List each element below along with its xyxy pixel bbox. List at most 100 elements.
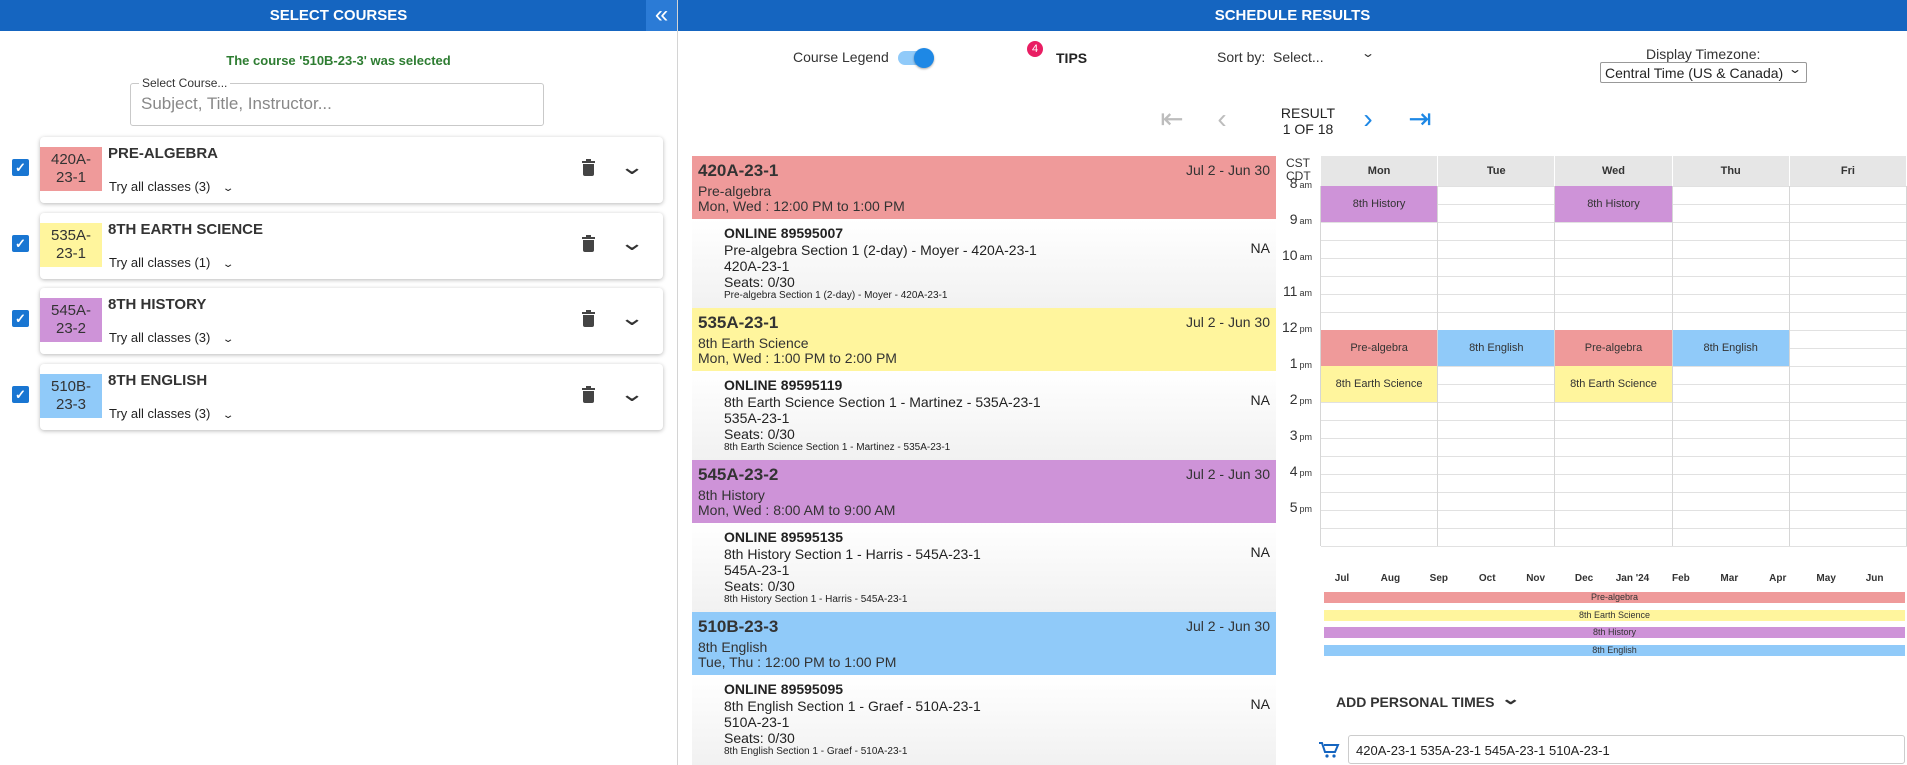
trash-icon[interactable] <box>582 310 595 327</box>
tips-count-badge: 4 <box>1027 41 1043 57</box>
try-classes-select[interactable]: Try all classes (1) ⌄ <box>109 255 235 270</box>
try-classes-select[interactable]: Try all classes (3) ⌄ <box>109 406 235 421</box>
schedule-date-range: Jul 2 - Jun 30 <box>1185 162 1270 178</box>
expand-chevron-icon[interactable]: ⌄ <box>619 305 645 330</box>
hour-number: 1 <box>1289 355 1298 371</box>
hour-number: 9 <box>1289 211 1298 227</box>
section-description: 8th Earth Science Section 1 - Martinez -… <box>724 394 1041 410</box>
schedule-course-code: 420A-23-1 <box>698 161 779 180</box>
timeline-month: Oct <box>1478 573 1496 584</box>
course-legend-toggle[interactable] <box>898 48 934 68</box>
course-card: ✓ 535A- 23-1 8TH EARTH SCIENCE Try all cl… <box>12 213 663 279</box>
try-classes-select[interactable]: Try all classes (3) ⌄ <box>109 330 235 345</box>
calendar-day-divider <box>1437 186 1439 546</box>
sort-by-select[interactable]: Select... ⌄ <box>1273 46 1379 65</box>
tips-button[interactable]: TIPS <box>1056 50 1088 66</box>
expand-chevron-icon[interactable]: ⌄ <box>619 154 645 179</box>
hour-number: 5 <box>1289 499 1298 515</box>
course-code-line2: 23-2 <box>55 320 87 337</box>
timezone-label: Display Timezone: <box>1646 46 1761 62</box>
hour-ampm: pm <box>1299 360 1312 370</box>
result-indicator: RESULT 1 OF 18 <box>1278 105 1338 137</box>
last-page-icon[interactable]: ⇥ <box>1408 103 1432 134</box>
course-code-line1: 510B- <box>50 378 92 395</box>
section-seats: Seats: 0/30 <box>724 274 795 290</box>
course-checkbox[interactable]: ✓ <box>12 310 29 327</box>
timeline-month: Jun <box>1865 573 1884 584</box>
try-classes-select[interactable]: Try all classes (3) ⌄ <box>109 179 235 194</box>
course-card: ✓ 545A- 23-2 8TH HISTORY Try all classes … <box>12 288 663 354</box>
section-small-note: 8th Earth Science Section 1 - Martinez -… <box>724 442 951 453</box>
section-seats: Seats: 0/30 <box>724 426 795 442</box>
calendar-day-header: Tue <box>1438 156 1555 186</box>
timezone-select[interactable]: Central Time (US & Canada) ⌄ <box>1600 62 1807 83</box>
timeline-month: Mar <box>1720 573 1739 584</box>
course-checkbox[interactable]: ✓ <box>12 235 29 252</box>
hour-number: 2 <box>1289 391 1298 407</box>
chevron-down-icon: ⌄ <box>1787 62 1803 76</box>
calendar-gridline <box>1321 420 1907 421</box>
timeline-month: Feb <box>1672 573 1690 584</box>
section-seats: Seats: 0/30 <box>724 730 795 746</box>
try-classes-label: Try all classes (3) <box>109 406 211 421</box>
schedule-course-header[interactable]: 545A-23-2 8th History Mon, Wed : 8:00 AM… <box>692 460 1276 523</box>
section-online-id: ONLINE 89595119 <box>724 377 843 393</box>
course-name: 8TH EARTH SCIENCE <box>108 221 264 238</box>
try-classes-label: Try all classes (1) <box>109 255 211 270</box>
try-classes-label: Try all classes (3) <box>109 330 211 345</box>
calendar-day-divider <box>1788 186 1790 546</box>
trash-icon[interactable] <box>582 159 595 176</box>
schedule-date-range: Jul 2 - Jun 30 <box>1185 314 1270 330</box>
expand-chevron-icon[interactable]: ⌄ <box>619 381 645 406</box>
timeline-month: Dec <box>1574 573 1594 584</box>
section-na: NA <box>1250 696 1270 712</box>
calendar-event[interactable]: 8th English <box>1672 330 1789 366</box>
course-name: 8TH ENGLISH <box>108 372 208 389</box>
double-chevron-left-icon[interactable]: « <box>646 0 677 31</box>
section-description: 8th History Section 1 - Harris - 545A-23… <box>724 546 981 562</box>
schedule-course-header[interactable]: 510B-23-3 8th English Tue, Thu : 12:00 P… <box>692 612 1276 675</box>
calendar-day-divider <box>1671 186 1673 546</box>
next-page-icon[interactable]: › <box>1363 103 1373 134</box>
hour-ampm: am <box>1299 288 1312 298</box>
schedule-course-code: 535A-23-1 <box>698 313 779 332</box>
course-name: 8TH HISTORY <box>108 296 207 313</box>
expand-chevron-icon[interactable]: ⌄ <box>619 230 645 255</box>
schedule-results-header: SCHEDULE RESULTS <box>678 0 1907 31</box>
add-personal-times-button[interactable]: ADD PERSONAL TIMES ⌄ <box>1336 691 1521 712</box>
trash-icon[interactable] <box>582 235 595 252</box>
schedule-course-days: Mon, Wed : 1:00 PM to 2:00 PM <box>698 350 897 366</box>
calendar-event[interactable]: 8th Earth Science <box>1555 366 1672 402</box>
result-count: 1 OF 18 <box>1282 121 1334 137</box>
schedule-course-title: 8th Earth Science <box>698 335 809 351</box>
first-page-icon[interactable]: ⇤ <box>1160 103 1184 134</box>
calendar-hour-label: 1 pm <box>1282 355 1312 371</box>
calendar-event[interactable]: 8th Earth Science <box>1321 366 1438 402</box>
course-search[interactable]: Select Course... <box>130 76 544 126</box>
calendar-event[interactable]: Pre-algebra <box>1321 330 1438 366</box>
course-search-input[interactable] <box>141 94 531 114</box>
calendar-timezone: CST CDT <box>1286 157 1311 183</box>
trash-icon[interactable] <box>582 386 595 403</box>
timeline-month: Jul <box>1334 573 1350 584</box>
calendar-hour-label: 12 pm <box>1282 319 1312 335</box>
schedule-course-header[interactable]: 420A-23-1 Pre-algebra Mon, Wed : 12:00 P… <box>692 156 1276 219</box>
calendar-event[interactable]: 8th English <box>1438 330 1555 366</box>
schedule-course-header[interactable]: 535A-23-1 8th Earth Science Mon, Wed : 1… <box>692 308 1276 371</box>
calendar-event[interactable]: 8th History <box>1321 186 1438 222</box>
hour-ampm: pm <box>1299 324 1313 334</box>
timezone-value: Central Time (US & Canada) <box>1605 65 1784 81</box>
cart-icon <box>1318 741 1340 759</box>
course-checkbox[interactable]: ✓ <box>12 386 29 403</box>
select-courses-panel: SELECT COURSES « The course '510B-23-3' … <box>0 0 677 765</box>
calendar-event[interactable]: 8th History <box>1555 186 1672 222</box>
section-na: NA <box>1250 392 1270 408</box>
course-code-line2: 23-1 <box>55 245 87 262</box>
cart-field[interactable]: 420A-23-1 535A-23-1 545A-23-1 510A-23-1 <box>1348 735 1905 764</box>
chevron-down-icon: ⌄ <box>222 183 235 194</box>
calendar-hour-label: 2 pm <box>1282 391 1312 407</box>
course-checkbox[interactable]: ✓ <box>12 159 29 176</box>
calendar-event[interactable]: Pre-algebra <box>1555 330 1672 366</box>
prev-page-icon[interactable]: ‹ <box>1217 103 1227 134</box>
course-code-line1: 420A- <box>50 151 92 168</box>
